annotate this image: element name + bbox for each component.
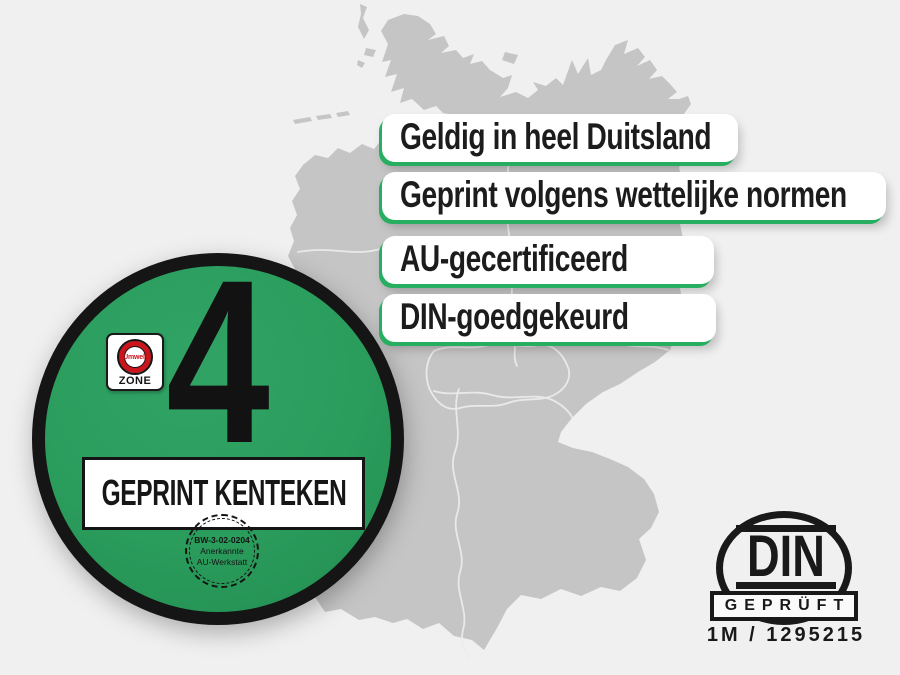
au-werkstatt-stamp-inner: BW-3-02-0204 Anerkannte AU-Werkstatt [189,518,255,584]
zone-sign-label: ZONE [118,375,152,387]
din-gepruft-text: GEPRÜFT [724,597,851,614]
din-gepruft-logo: DIN GEPRÜFT 1M / 1295215 [706,503,866,653]
din-circle-icon [716,511,852,625]
feature-pill-label: Geprint volgens wettelijke normen [400,174,847,216]
au-werkstatt-stamp: BW-3-02-0204 Anerkannte AU-Werkstatt [185,514,259,588]
stamp-line3: AU-Werkstatt [196,557,248,567]
umwelt-sticker: 4 Umwelt ZONE GEPRINT KENTEKEN BW-3-02-0… [32,246,404,625]
feature-pill-label: AU-gecertificeerd [400,238,628,280]
feature-pill-geprint: Geprint volgens wettelijke normen [382,172,886,220]
zone-sign-inner-label: Umwelt [123,353,147,361]
sticker-number: 4 [166,232,270,492]
umwelt-zone-sign-icon: Umwelt ZONE [106,333,164,391]
din-registration-number: 1M / 1295215 [706,624,866,646]
feature-pill-din: DIN-goedgekeurd [382,294,716,342]
stamp-line2: Anerkannte [200,546,244,556]
din-gepruft-box: GEPRÜFT [710,591,858,621]
din-title-text: DIN [747,524,825,589]
stamp-code: BW-3-02-0204 [194,535,250,545]
din-title: DIN [736,525,836,589]
license-plate-text: GEPRINT KENTEKEN [101,471,346,513]
feature-pill-au: AU-gecertificeerd [382,236,714,284]
feature-pill-geldig: Geldig in heel Duitsland [382,114,738,162]
feature-pill-label: Geldig in heel Duitsland [400,116,712,158]
no-entry-sign-icon: Umwelt [117,339,153,375]
feature-pill-label: DIN-goedgekeurd [400,296,629,338]
